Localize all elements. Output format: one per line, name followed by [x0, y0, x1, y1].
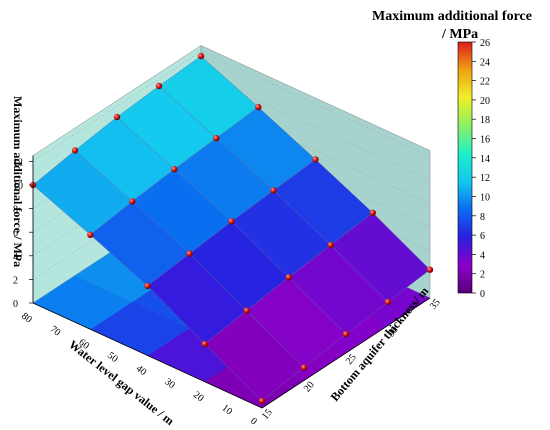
data-point	[312, 156, 319, 163]
colorbar	[457, 41, 473, 294]
colorbar-tick-label: 22	[480, 77, 490, 88]
x-tick-label: 40	[134, 363, 149, 378]
data-point	[129, 198, 136, 205]
z-grid-line	[32, 192, 431, 304]
colorbar-tick-label: 10	[480, 193, 490, 204]
data-point	[327, 241, 334, 249]
z-axis-label: Maximum additional force / MPa	[11, 96, 25, 267]
x-tick-label: 20	[191, 389, 206, 404]
x-tick-label: 10	[220, 403, 235, 418]
data-point	[300, 364, 308, 371]
data-markers	[29, 52, 434, 405]
z-tick-label: 12	[13, 157, 23, 168]
z-grid-line	[32, 51, 431, 162]
x-tick-label: 30	[162, 376, 177, 391]
data-point	[213, 135, 220, 142]
colorbar-title-line1: Maximum additional force	[372, 9, 532, 24]
colorbar-tick-label: 4	[480, 250, 485, 261]
x-tick-label: 70	[48, 324, 63, 339]
colorbar-title-line2: / MPa	[441, 27, 478, 42]
colorbar-tick-label: 24	[480, 57, 490, 68]
data-point	[228, 218, 235, 225]
colorbar-tick-label: 12	[480, 173, 490, 184]
data-point	[155, 82, 163, 90]
colorbar-tick-label: 6	[480, 231, 485, 242]
data-point	[197, 52, 205, 60]
data-point	[255, 103, 262, 111]
surface-mesh	[32, 55, 431, 402]
colorbar-tick-label: 2	[480, 270, 485, 281]
colorbar-tick-label: 26	[480, 38, 490, 49]
z-tick-label: 2	[13, 275, 18, 286]
z-tick-label: 6	[13, 228, 18, 239]
colorbar-tick-label: 20	[480, 96, 490, 107]
data-point	[384, 298, 392, 306]
data-point	[144, 282, 151, 290]
colorbar-tick-label: 0	[480, 289, 485, 300]
data-point	[243, 307, 250, 314]
x-axis-line	[32, 302, 263, 409]
colorbar-tick-label: 16	[480, 135, 490, 146]
z-tick-label: 0	[13, 299, 18, 310]
colorbar-tick-label: 18	[480, 115, 490, 126]
z-tick-label: 4	[13, 252, 18, 263]
y-tick-label: 20	[302, 380, 317, 395]
z-tick-label: 10	[13, 181, 23, 192]
data-point	[426, 266, 434, 273]
z-tick-label: 8	[13, 205, 18, 216]
x-tick-label: 0	[248, 416, 259, 428]
y-tick-label: 15	[260, 407, 275, 422]
y-axis-line	[261, 297, 431, 409]
data-point	[270, 187, 277, 194]
data-point	[186, 250, 193, 257]
data-point	[71, 147, 79, 154]
x-tick-label: 80	[19, 311, 34, 326]
data-point	[87, 231, 94, 238]
data-point	[342, 330, 350, 338]
z-grid-line	[32, 169, 431, 280]
data-point	[258, 397, 266, 405]
y-tick-label: 35	[428, 297, 443, 312]
colorbar-tick-label: 8	[480, 212, 485, 223]
data-point	[113, 113, 121, 121]
data-point	[201, 340, 208, 348]
data-point	[171, 166, 178, 173]
colorbar-tick-label: 14	[480, 154, 490, 165]
data-point	[369, 209, 376, 216]
data-point	[285, 274, 292, 281]
